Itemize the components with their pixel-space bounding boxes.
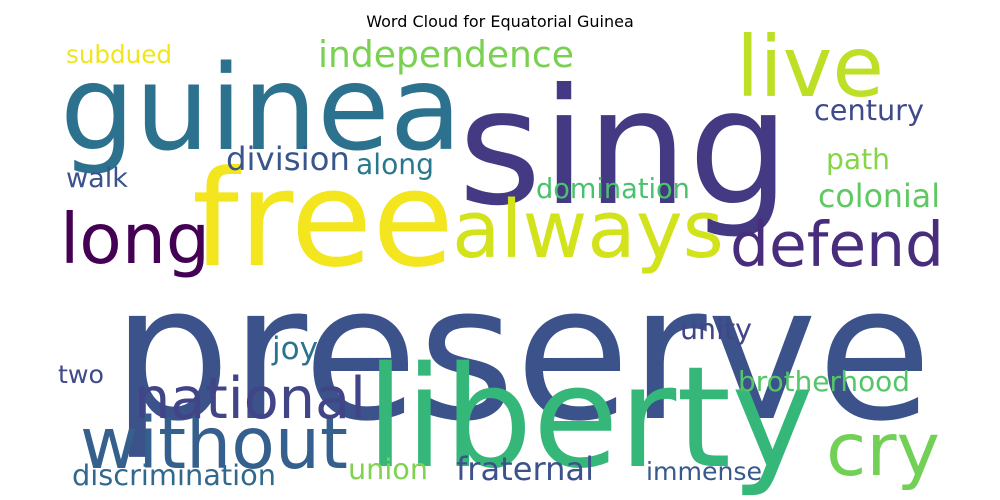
word-joy: joy (272, 331, 318, 368)
word-cry: cry (826, 408, 940, 494)
word-always: always (452, 182, 724, 276)
word-walk: walk (66, 163, 128, 195)
word-fraternal: fraternal (456, 449, 594, 488)
word-century: century (814, 93, 924, 128)
word-live: live (736, 18, 884, 117)
word-brotherhood: brotherhood (738, 364, 910, 398)
word-path: path (826, 142, 890, 176)
word-without: without (80, 401, 348, 485)
word-along: along (356, 147, 434, 181)
word-national: national (134, 365, 366, 432)
word-domination: domination (536, 174, 690, 206)
word-sing: sing (458, 54, 790, 241)
word-immense: immense (646, 456, 763, 486)
word-independence: independence (318, 33, 574, 76)
word-long: long (60, 199, 210, 281)
word-guinea: guinea (60, 40, 462, 178)
word-defend: defend (730, 210, 944, 282)
word-division: division (226, 140, 350, 179)
word-preserve: preserve (112, 246, 932, 464)
chart-title: Word Cloud for Equatorial Guinea (366, 12, 634, 31)
word-union: union (348, 452, 428, 487)
word-discrimination: discrimination (72, 458, 276, 493)
word-two: two (58, 359, 104, 389)
word-unity: unity (680, 313, 753, 347)
word-colonial: colonial (818, 178, 940, 215)
word-free: free (192, 143, 454, 297)
word-subdued: subdued (66, 40, 172, 70)
word-liberty: liberty (366, 336, 814, 500)
